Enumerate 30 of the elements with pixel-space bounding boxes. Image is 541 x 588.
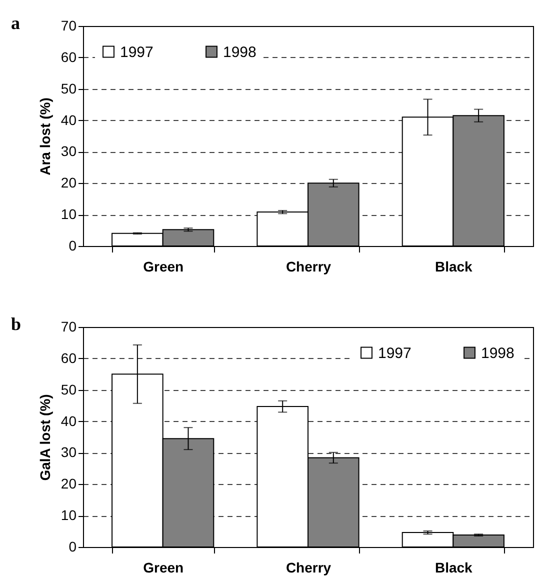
y-tick-label: 40: [60, 112, 77, 128]
x-tick-label: Black: [434, 560, 473, 576]
y-axis-title: Ara lost (%): [36, 98, 53, 176]
chart-title: a: [11, 13, 20, 33]
x-tick-label: Green: [143, 560, 184, 576]
x-tick-label: Green: [143, 258, 184, 274]
y-tick-label: 30: [60, 143, 77, 160]
y-tick-label: 60: [60, 350, 77, 366]
y-axis-title: GalA lost (%): [36, 394, 53, 481]
y-tick-label: 10: [60, 206, 77, 222]
legend-label: 1998: [481, 344, 514, 362]
chart-title: b: [11, 314, 22, 334]
legend-label: 1997: [120, 44, 154, 61]
x-tick-label: Cherry: [286, 560, 332, 576]
legend-label: 1997: [378, 344, 412, 362]
y-tick-label: 70: [60, 18, 77, 34]
legend-label: 1998: [223, 44, 256, 61]
y-tick-label: 20: [60, 174, 77, 191]
y-tick-label: 0: [68, 538, 77, 554]
y-tick-label: 10: [60, 507, 77, 524]
y-tick-label: 0: [68, 238, 77, 254]
y-tick-label: 60: [60, 48, 77, 65]
x-tick-label: Cherry: [286, 258, 332, 274]
y-tick-label: 50: [60, 80, 77, 96]
y-tick-label: 20: [60, 476, 77, 492]
y-tick-label: 50: [60, 381, 77, 398]
x-tick-label: Black: [434, 258, 473, 274]
y-tick-label: 30: [60, 444, 77, 460]
y-tick-label: 70: [60, 318, 77, 334]
y-tick-label: 40: [60, 412, 77, 429]
